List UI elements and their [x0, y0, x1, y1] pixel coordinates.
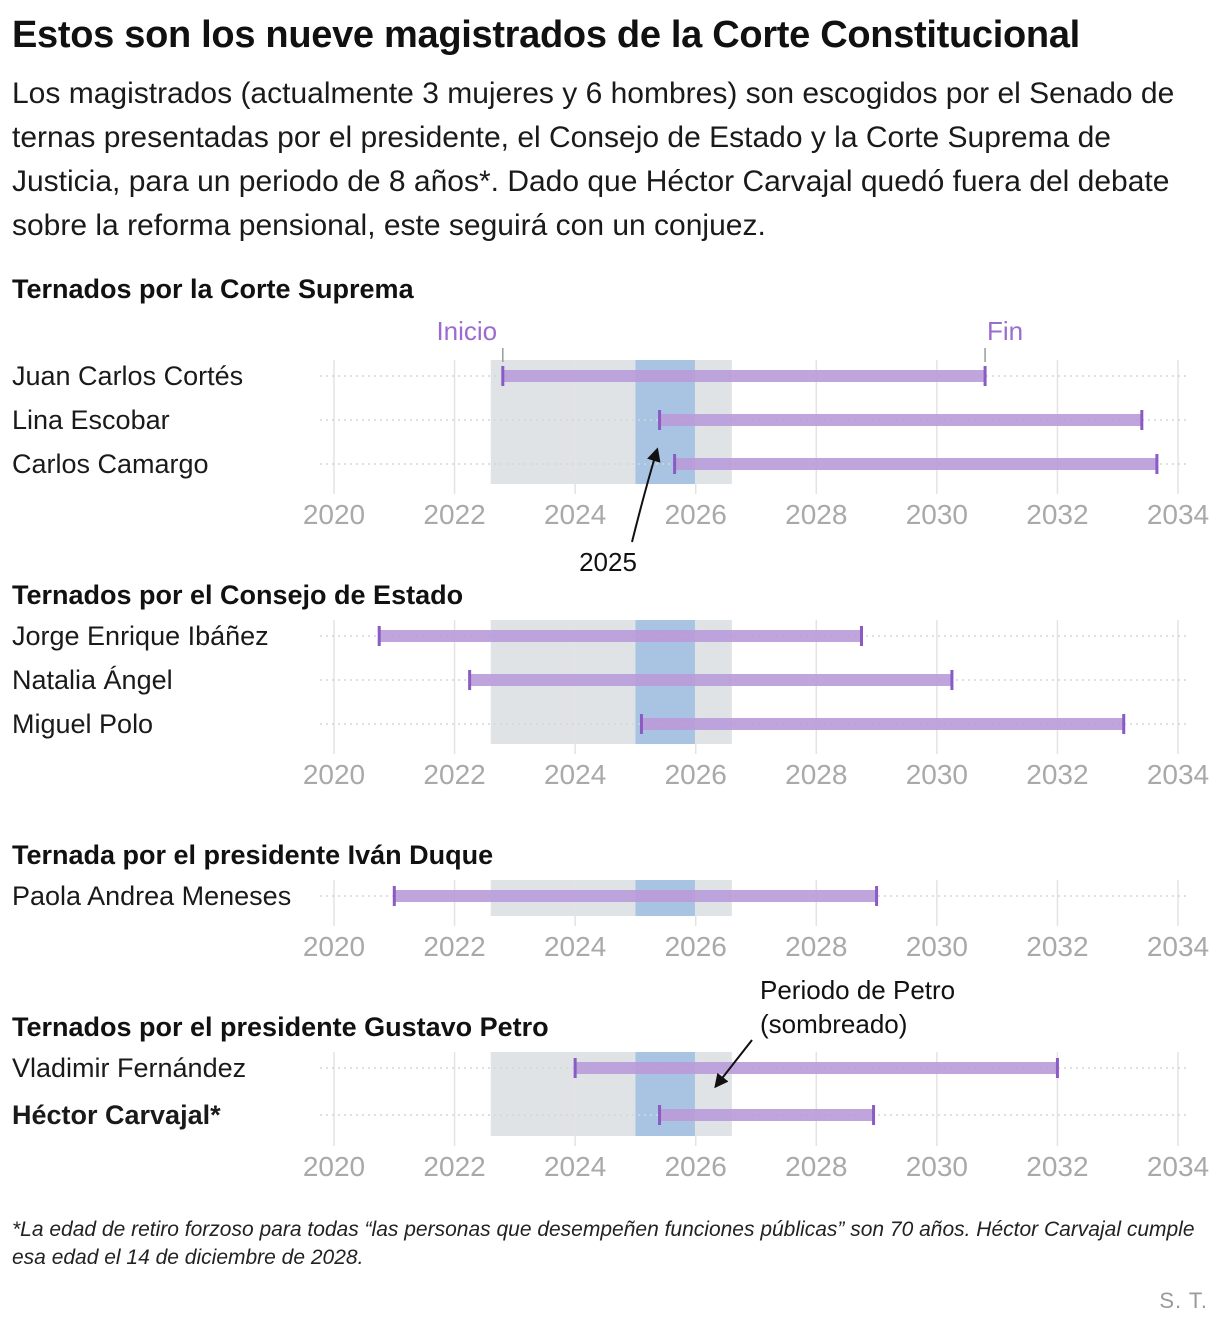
x-tick-label: 2034: [1147, 759, 1209, 790]
term-end-mark: [1055, 1058, 1059, 1078]
term-start-mark: [392, 886, 396, 906]
panel-title: Ternados por la Corte Suprema: [12, 274, 415, 304]
term-bar: [659, 414, 1142, 426]
x-tick-label: 2030: [906, 1151, 968, 1182]
term-bar: [379, 630, 862, 642]
magistrate-name: Paola Andrea Meneses: [12, 881, 291, 911]
term-bar: [674, 458, 1157, 470]
term-end-mark: [950, 670, 954, 690]
magistrate-name: Natalia Ángel: [12, 665, 173, 695]
x-tick-label: 2024: [544, 759, 606, 790]
timeline-chart: Ternados por la Corte Suprema Juan Carlos…: [12, 274, 1209, 1182]
x-tick-label: 2028: [785, 759, 847, 790]
term-start-mark: [673, 454, 677, 474]
x-tick-label: 2030: [906, 931, 968, 962]
x-tick-label: 2026: [665, 759, 727, 790]
magistrate-name: Jorge Enrique Ibáñez: [12, 621, 269, 651]
term-end-mark: [875, 886, 879, 906]
term-bar: [575, 1062, 1058, 1074]
x-tick-label: 2024: [544, 499, 606, 530]
x-tick-label: 2030: [906, 499, 968, 530]
petro-period-arrow: [714, 1039, 753, 1089]
x-tick-label: 2026: [665, 499, 727, 530]
magistrate-name: Héctor Carvajal*: [12, 1100, 221, 1130]
x-tick-label: 2028: [785, 1151, 847, 1182]
term-start-mark: [468, 670, 472, 690]
term-end-mark: [1155, 454, 1159, 474]
term-end-mark: [872, 1105, 876, 1125]
year-2025-annotation: 2025: [579, 547, 637, 577]
inicio-label: Inicio: [436, 316, 497, 346]
term-bar: [641, 718, 1124, 730]
x-tick-label: 2034: [1147, 931, 1209, 962]
x-tick-label: 2034: [1147, 1151, 1209, 1182]
term-end-mark: [1122, 714, 1126, 734]
magistrate-name: Vladimir Fernández: [12, 1053, 246, 1083]
petro-period-annotation: (sombreado): [760, 1009, 907, 1039]
x-tick-label: 2032: [1026, 931, 1088, 962]
term-end-mark: [983, 366, 987, 386]
x-tick-label: 2022: [423, 931, 485, 962]
x-tick-label: 2032: [1026, 759, 1088, 790]
chart-subtitle: Los magistrados (actualmente 3 mujeres y…: [12, 77, 1175, 242]
term-start-mark: [501, 366, 505, 386]
term-end-mark: [1140, 410, 1144, 430]
x-tick-label: 2022: [423, 499, 485, 530]
x-tick-label: 2024: [544, 1151, 606, 1182]
term-bar: [469, 674, 952, 686]
x-tick-label: 2024: [544, 931, 606, 962]
term-start-mark: [639, 714, 643, 734]
footnote: *La edad de retiro forzoso para todas “l…: [12, 1218, 1195, 1269]
x-tick-label: 2028: [785, 931, 847, 962]
term-bar: [659, 1109, 874, 1121]
chart-title: Estos son los nueve magistrados de la Co…: [12, 14, 1080, 56]
panel-title: Ternada por el presidente Iván Duque: [12, 840, 493, 870]
petro-period-annotation: Periodo de Petro: [760, 975, 955, 1005]
x-tick-label: 2034: [1147, 499, 1209, 530]
x-tick-label: 2020: [303, 499, 365, 530]
x-tick-label: 2028: [785, 499, 847, 530]
x-tick-label: 2032: [1026, 499, 1088, 530]
year-2025-arrow: [631, 447, 661, 543]
term-start-mark: [658, 1105, 662, 1125]
fin-label: Fin: [987, 316, 1023, 346]
x-tick-label: 2026: [665, 1151, 727, 1182]
panel-title: Ternados por el presidente Gustavo Petro: [12, 1012, 549, 1042]
x-tick-label: 2030: [906, 759, 968, 790]
magistrate-name: Juan Carlos Cortés: [12, 361, 243, 391]
magistrate-name: Carlos Camargo: [12, 449, 209, 479]
x-tick-label: 2032: [1026, 1151, 1088, 1182]
x-tick-label: 2020: [303, 1151, 365, 1182]
term-start-mark: [573, 1058, 577, 1078]
term-start-mark: [658, 410, 662, 430]
x-tick-label: 2022: [423, 1151, 485, 1182]
term-start-mark: [377, 626, 381, 646]
term-bar: [502, 370, 986, 382]
panel-title: Ternados por el Consejo de Estado: [12, 580, 463, 610]
term-end-mark: [860, 626, 863, 646]
magistrate-name: Miguel Polo: [12, 709, 153, 739]
credit: S. T.: [1159, 1288, 1208, 1313]
magistrate-name: Lina Escobar: [12, 405, 170, 435]
x-tick-label: 2020: [303, 759, 365, 790]
x-tick-label: 2022: [423, 759, 485, 790]
term-bar: [394, 890, 877, 902]
x-tick-label: 2026: [665, 931, 727, 962]
x-tick-label: 2020: [303, 931, 365, 962]
